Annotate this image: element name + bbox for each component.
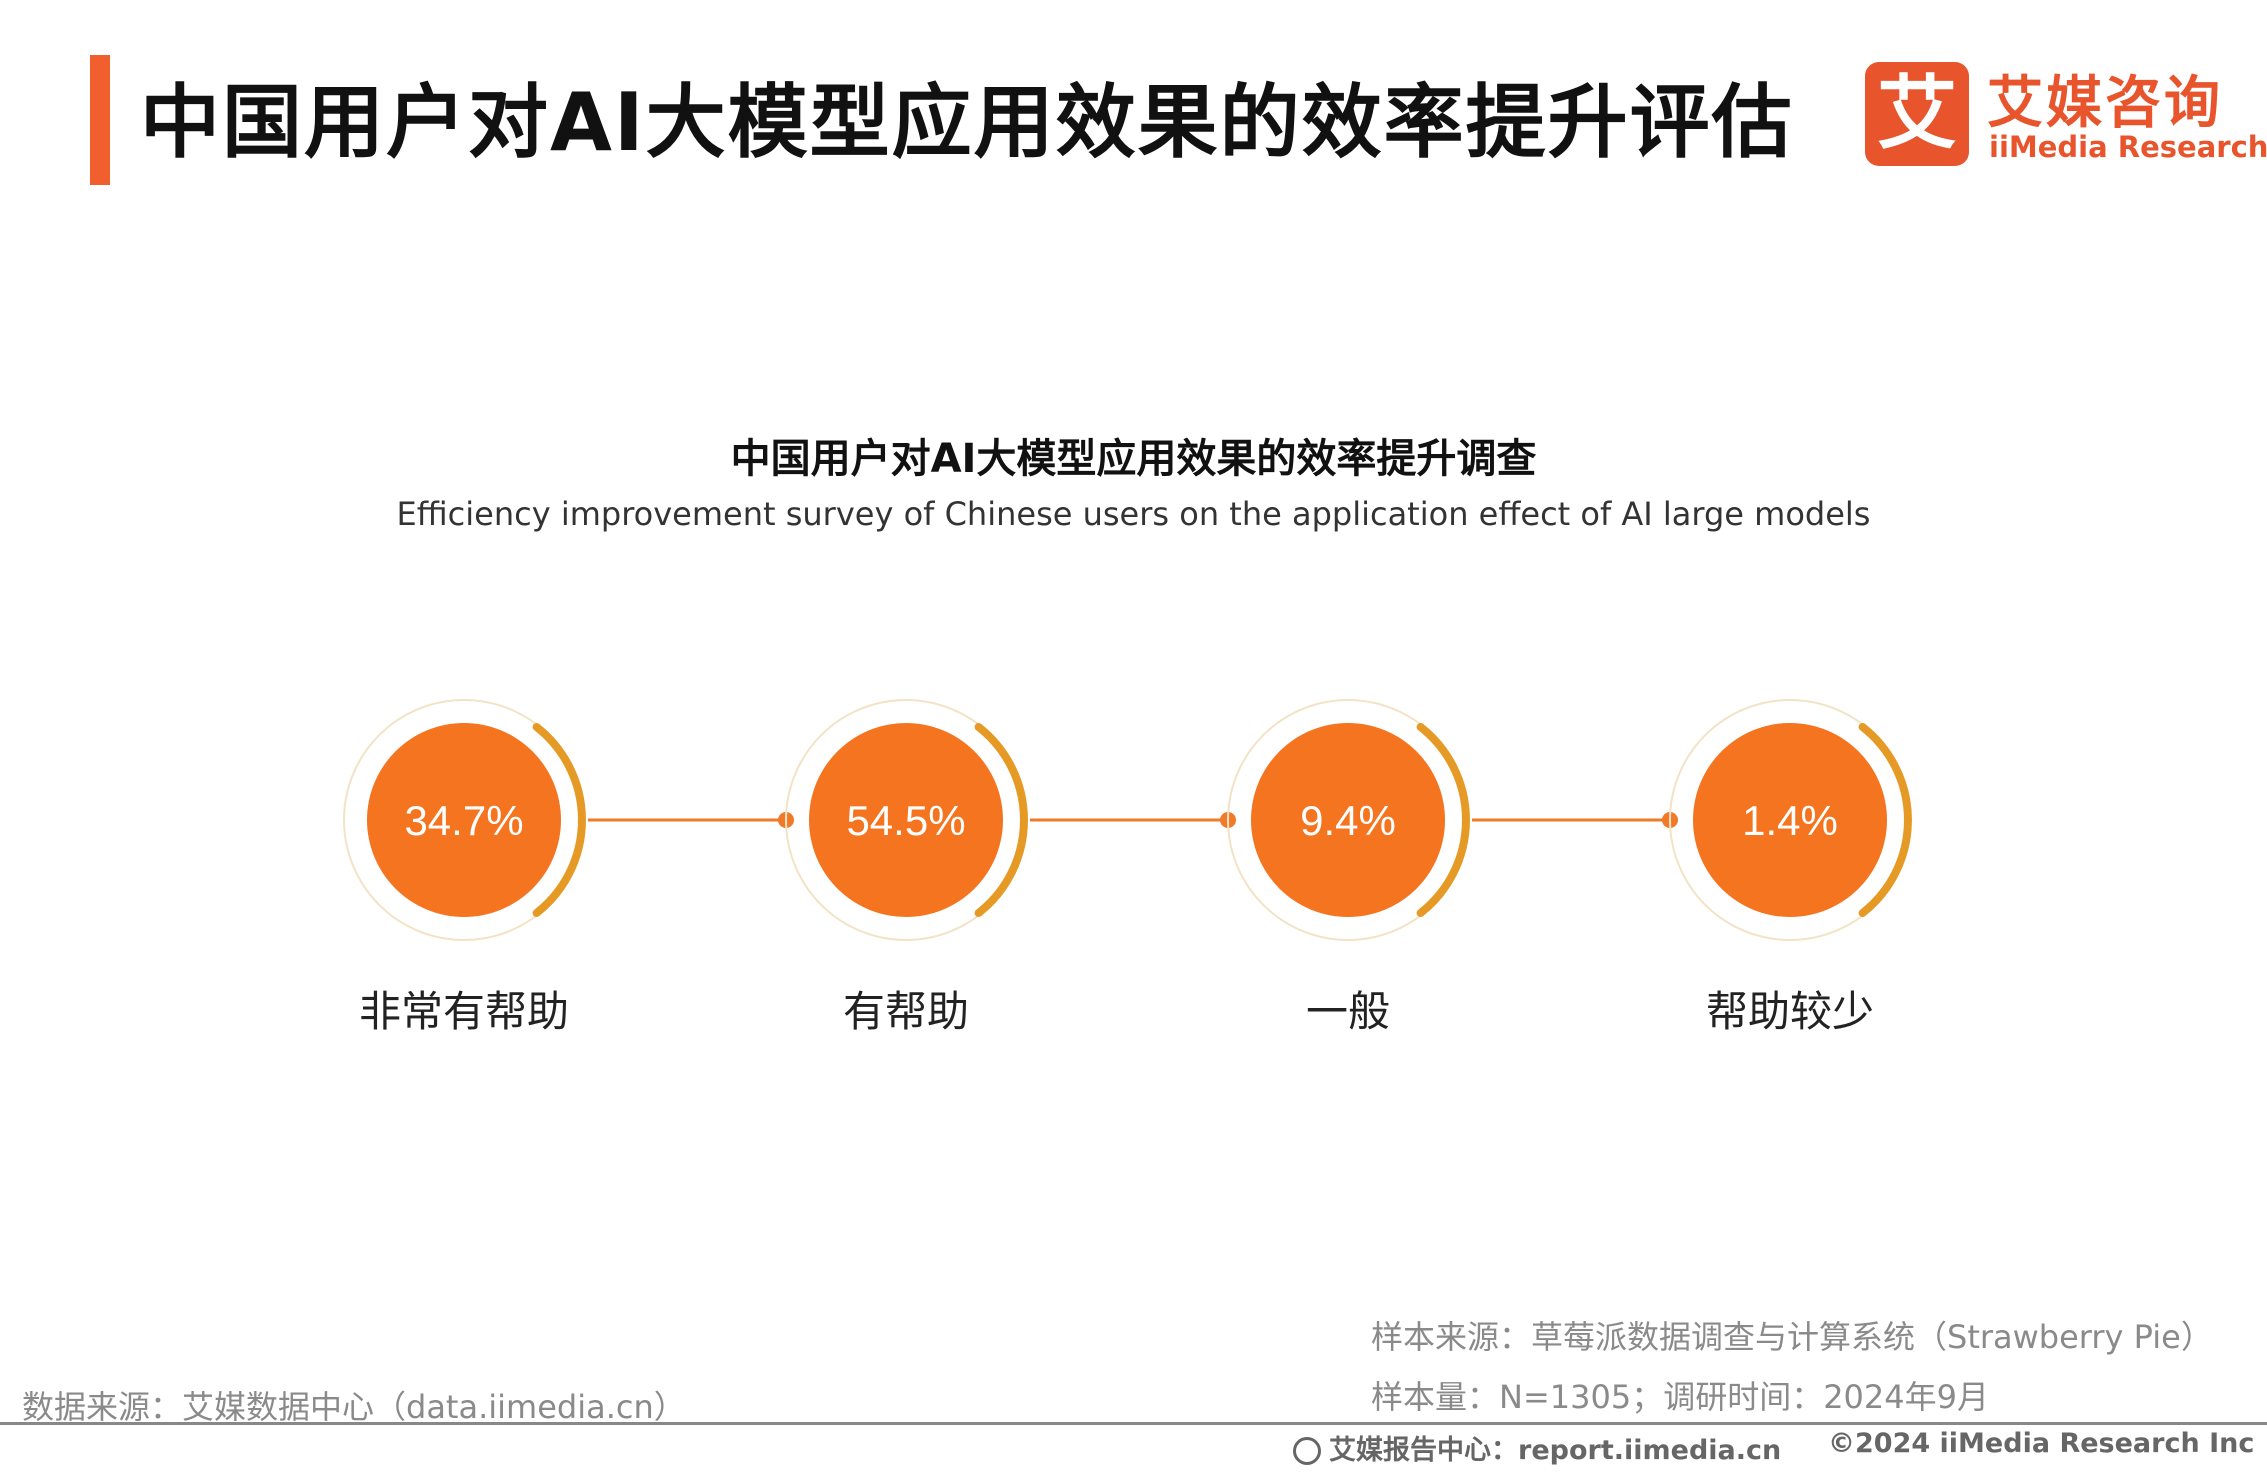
chart-subtitle: Efficiency improvement survey of Chinese… bbox=[396, 495, 1871, 533]
logo-name-en: iiMedia Research bbox=[1989, 130, 2267, 164]
page-title: 中国用户对AI大模型应用效果的效率提升评估 bbox=[140, 76, 1794, 169]
bubble-arc bbox=[1416, 723, 1470, 917]
value-label: 34.7% bbox=[404, 797, 523, 844]
bubble-2 bbox=[809, 723, 1003, 917]
bubble-3 bbox=[1251, 723, 1445, 917]
data-source: 数据来源：艾媒数据中心（data.iimedia.cn） bbox=[22, 1388, 686, 1426]
category-label: 有帮助 bbox=[843, 987, 969, 1036]
value-label: 54.5% bbox=[846, 797, 965, 844]
footer-divider bbox=[0, 1422, 2267, 1425]
report-center-label: 艾媒报告中心：report.iimedia.cn bbox=[1329, 1435, 1782, 1466]
copyright: ©2024 iiMedia Research Inc bbox=[1828, 1428, 2255, 1459]
value-label: 9.4% bbox=[1300, 797, 1396, 844]
value-label: 1.4% bbox=[1742, 797, 1838, 844]
category-label: 一般 bbox=[1306, 987, 1390, 1036]
iimedia-logo: 艾 艾媒咨询 iiMedia Research bbox=[1865, 62, 2267, 174]
category-label: 帮助较少 bbox=[1706, 987, 1874, 1036]
logo-name-cn: 艾媒咨询 bbox=[1987, 71, 2223, 136]
globe-icon bbox=[1293, 1437, 1321, 1465]
report-center: 艾媒报告中心：report.iimedia.cn bbox=[1293, 1428, 1781, 1467]
bubble-arc bbox=[532, 723, 586, 917]
title-accent-bar bbox=[90, 55, 110, 185]
sample-source: 样本来源：草莓派数据调查与计算系统（Strawberry Pie） bbox=[1371, 1318, 2213, 1356]
logo-mark-icon: 艾 bbox=[1865, 62, 1969, 166]
category-label: 非常有帮助 bbox=[359, 987, 569, 1036]
bubble-4 bbox=[1693, 723, 1887, 917]
bubble-1 bbox=[367, 723, 561, 917]
chart-title: 中国用户对AI大模型应用效果的效率提升调查 bbox=[730, 436, 1537, 482]
sample-size: 样本量：N=1305；调研时间：2024年9月 bbox=[1371, 1378, 1989, 1416]
bubble-arc bbox=[974, 723, 1028, 917]
bubble-arc bbox=[1858, 723, 1912, 917]
